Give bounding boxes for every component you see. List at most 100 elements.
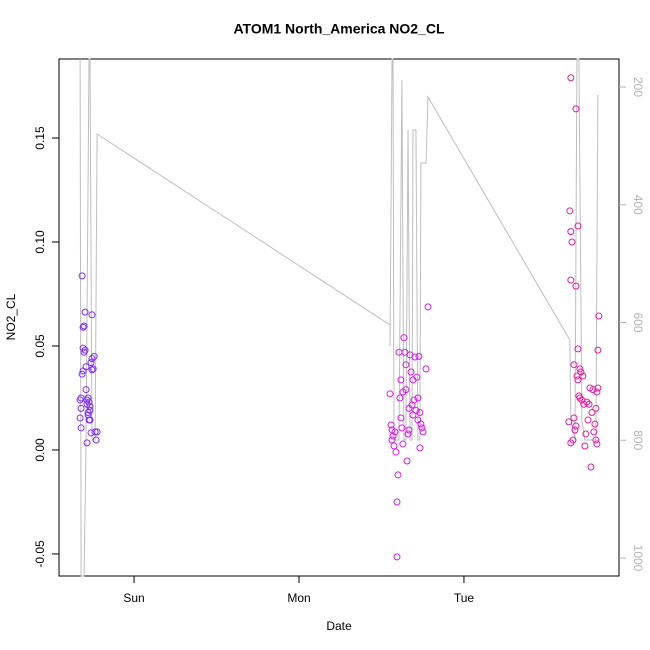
point xyxy=(80,348,88,356)
point xyxy=(566,207,574,215)
point xyxy=(585,400,593,408)
point xyxy=(591,420,599,428)
y2-tick-label: 1000 xyxy=(631,545,645,572)
point xyxy=(576,365,584,373)
y-tick-label: 0.15 xyxy=(33,126,47,150)
x-tick-label: Sun xyxy=(123,591,144,605)
point xyxy=(414,416,422,424)
point xyxy=(418,424,426,432)
point xyxy=(592,436,600,444)
point xyxy=(402,361,410,369)
point xyxy=(588,409,596,417)
point xyxy=(397,376,405,384)
point xyxy=(399,388,407,396)
point xyxy=(91,428,99,436)
point xyxy=(84,394,92,402)
y2-tick-label: 800 xyxy=(631,430,645,450)
point xyxy=(88,354,96,362)
y-tick-label: 0.05 xyxy=(33,334,47,358)
point xyxy=(89,365,97,373)
point xyxy=(392,448,400,456)
x-tick-label: Tue xyxy=(454,591,475,605)
point xyxy=(88,311,96,319)
point xyxy=(422,365,430,373)
point xyxy=(413,373,421,381)
point xyxy=(592,404,600,412)
point xyxy=(584,416,592,424)
point xyxy=(579,372,587,380)
point xyxy=(88,366,96,374)
point xyxy=(84,409,92,417)
point xyxy=(404,430,412,438)
point xyxy=(87,429,95,437)
point xyxy=(572,282,580,290)
point xyxy=(415,352,423,360)
point xyxy=(568,238,576,246)
point xyxy=(82,386,90,394)
point xyxy=(576,394,584,402)
y2-tick-label: 600 xyxy=(631,312,645,332)
point xyxy=(574,222,582,230)
point xyxy=(571,426,579,434)
point xyxy=(83,439,91,447)
point xyxy=(570,414,578,422)
point xyxy=(388,436,396,444)
point xyxy=(595,312,603,320)
point xyxy=(403,457,411,465)
point xyxy=(81,308,89,316)
point xyxy=(86,416,94,424)
point xyxy=(416,444,424,452)
point xyxy=(424,303,432,311)
point xyxy=(411,353,419,361)
point xyxy=(589,386,597,394)
point xyxy=(387,421,395,429)
plot-frame xyxy=(58,58,620,577)
point xyxy=(412,406,420,414)
point xyxy=(565,418,573,426)
point xyxy=(86,402,94,410)
point xyxy=(405,426,413,434)
point xyxy=(79,323,87,331)
point xyxy=(574,345,582,353)
point xyxy=(78,370,86,378)
point xyxy=(594,346,602,354)
point xyxy=(85,398,93,406)
point xyxy=(76,414,84,422)
point xyxy=(391,428,399,436)
point xyxy=(80,322,88,330)
point xyxy=(394,471,402,479)
point xyxy=(389,432,397,440)
point xyxy=(590,428,598,436)
y2-tick-label: 200 xyxy=(631,77,645,97)
point xyxy=(569,436,577,444)
point xyxy=(396,394,404,402)
y-tick-label: 0.00 xyxy=(33,438,47,462)
point xyxy=(414,394,422,402)
point xyxy=(90,352,98,360)
point xyxy=(572,422,580,430)
point xyxy=(583,398,591,406)
chart-title: ATOM1 North_America NO2_CL xyxy=(233,21,445,37)
point xyxy=(82,363,90,371)
point xyxy=(593,440,601,448)
y2-tick-label: 400 xyxy=(631,195,645,215)
y-axis-label: NO2_CL xyxy=(4,293,18,340)
point xyxy=(398,424,406,432)
point xyxy=(567,74,575,82)
point xyxy=(390,442,398,450)
point xyxy=(570,361,578,369)
point xyxy=(587,463,595,471)
point xyxy=(574,376,582,384)
point xyxy=(410,396,418,404)
pressure-line xyxy=(79,58,599,577)
point xyxy=(386,390,394,398)
point xyxy=(79,344,87,352)
point xyxy=(400,334,408,342)
y-tick-label: -0.05 xyxy=(33,540,47,568)
point xyxy=(572,105,580,113)
point xyxy=(77,394,85,402)
point xyxy=(405,404,413,412)
point xyxy=(393,553,401,561)
point xyxy=(567,228,575,236)
